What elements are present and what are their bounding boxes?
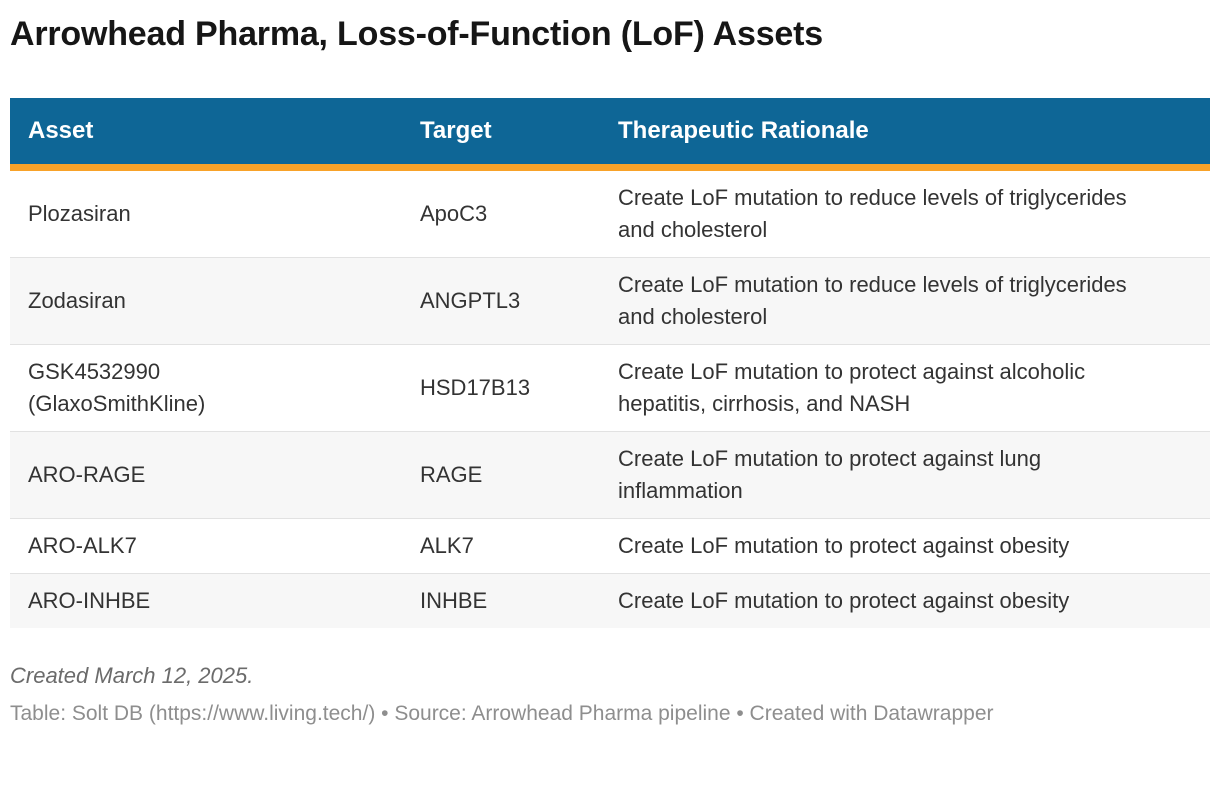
column-header-target: Target [402, 98, 600, 171]
cell-target: HSD17B13 [402, 344, 600, 432]
cell-rationale: Create LoF mutation to protect against o… [600, 573, 1210, 628]
asset-value: Plozasiran [28, 201, 131, 226]
column-header-asset: Asset [10, 98, 402, 171]
cell-rationale: Create LoF mutation to reduce levels of … [600, 168, 1210, 258]
asset-value: GSK4532990 (GlaxoSmithKline) [28, 359, 206, 416]
table-row: Plozasiran ApoC3 Create LoF mutation to … [10, 168, 1210, 258]
target-value: ALK7 [420, 533, 474, 558]
rationale-value: Create LoF mutation to reduce levels of … [618, 185, 1127, 242]
cell-asset: Zodasiran [10, 257, 402, 345]
cell-rationale: Create LoF mutation to protect against o… [600, 518, 1210, 574]
cell-target: ApoC3 [402, 168, 600, 258]
source-attribution: Table: Solt DB (https://www.living.tech/… [10, 702, 994, 725]
table-row: ARO-ALK7 ALK7 Create LoF mutation to pro… [10, 518, 1210, 574]
target-value: ApoC3 [420, 201, 488, 226]
target-value: ANGPTL3 [420, 288, 521, 313]
rationale-value: Create LoF mutation to protect against a… [618, 359, 1086, 416]
table-row: Zodasiran ANGPTL3 Create LoF mutation to… [10, 257, 1210, 345]
rationale-value: Create LoF mutation to protect against o… [618, 533, 1070, 558]
cell-asset: ARO-RAGE [10, 431, 402, 519]
table-row: ARO-INHBE INHBE Create LoF mutation to p… [10, 573, 1210, 628]
target-value: INHBE [420, 588, 488, 613]
target-value: RAGE [420, 462, 483, 487]
cell-asset: GSK4532990 (GlaxoSmithKline) [10, 344, 402, 432]
cell-rationale: Create LoF mutation to protect against l… [600, 431, 1210, 519]
rationale-value: Create LoF mutation to protect against o… [618, 588, 1070, 613]
created-date-note: Created March 12, 2025. [10, 663, 254, 688]
asset-value: ARO-RAGE [28, 462, 146, 487]
asset-value: ARO-INHBE [28, 588, 151, 613]
table-row: GSK4532990 (GlaxoSmithKline) HSD17B13 Cr… [10, 344, 1210, 432]
cell-target: ALK7 [402, 518, 600, 574]
table-header: Asset Target Therapeutic Rationale [10, 98, 1210, 171]
cell-asset: Plozasiran [10, 168, 402, 258]
cell-target: RAGE [402, 431, 600, 519]
table-body: Plozasiran ApoC3 Create LoF mutation to … [10, 168, 1210, 628]
target-value: HSD17B13 [420, 375, 531, 400]
asset-value: Zodasiran [28, 288, 126, 313]
cell-rationale: Create LoF mutation to protect against a… [600, 344, 1210, 432]
lof-assets-table: Asset Target Therapeutic Rationale Ploza… [10, 98, 1210, 628]
cell-target: INHBE [402, 573, 600, 628]
page-title: Arrowhead Pharma, Loss-of-Function (LoF)… [10, 15, 823, 53]
column-header-rationale: Therapeutic Rationale [600, 98, 1210, 171]
cell-rationale: Create LoF mutation to reduce levels of … [600, 257, 1210, 345]
table-row: ARO-RAGE RAGE Create LoF mutation to pro… [10, 431, 1210, 519]
cell-asset: ARO-ALK7 [10, 518, 402, 574]
rationale-value: Create LoF mutation to reduce levels of … [618, 272, 1127, 329]
table-header-row: Asset Target Therapeutic Rationale [10, 98, 1210, 171]
rationale-value: Create LoF mutation to protect against l… [618, 446, 1042, 503]
cell-target: ANGPTL3 [402, 257, 600, 345]
cell-asset: ARO-INHBE [10, 573, 402, 628]
asset-value: ARO-ALK7 [28, 533, 137, 558]
